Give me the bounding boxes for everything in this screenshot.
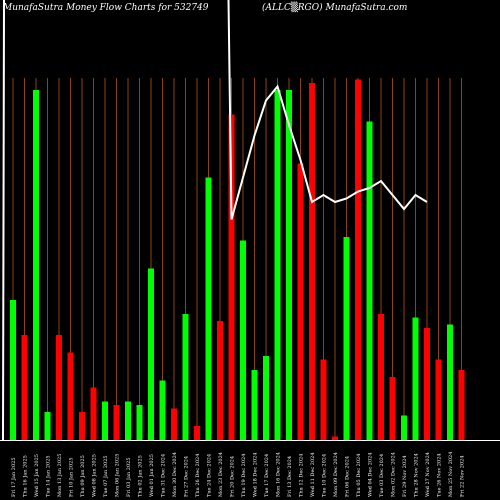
x-tick-labels: Fri 17 Jan 2025 Thu 16 Jan 2025 Wed 15 Jan… <box>11 452 466 497</box>
line-segment-drop <box>227 0 233 220</box>
x-tick-label: Wed 11 Dec 2024 <box>310 452 316 497</box>
bar-up <box>240 240 246 440</box>
bar-down <box>378 314 384 440</box>
x-tick-label: Fri 20 Dec 2024 <box>230 456 236 497</box>
x-tick-label: Thu 12 Dec 2024 <box>299 454 305 497</box>
bar-up <box>274 90 281 440</box>
bar-down <box>56 335 62 440</box>
x-tick-label: Wed 01 Jan 2025 <box>149 454 155 497</box>
x-tick-label: Fri 03 Jan 2025 <box>126 457 132 497</box>
bar-down <box>424 328 430 440</box>
bar-up <box>10 300 16 440</box>
x-tick-label: Thu 16 Jan 2025 <box>23 455 29 497</box>
x-tick-label: Fri 27 Dec 2024 <box>184 456 190 497</box>
chart-title: MunafaSutra Money Flow Charts for 532749 <box>2 3 209 13</box>
bar-down <box>309 83 315 440</box>
x-tick-label: Mon 06 Jan 2025 <box>115 454 121 497</box>
bar-down <box>389 377 396 440</box>
bar-up <box>263 356 269 440</box>
bar-down <box>217 321 223 440</box>
bar-down <box>355 79 361 440</box>
x-tick-label: Tue 24 Dec 2024 <box>207 454 213 497</box>
bar-down <box>194 426 200 440</box>
x-tick-label: Tue 10 Dec 2024 <box>322 454 328 497</box>
bar-up <box>412 317 419 440</box>
x-tick-label: Fri 17 Jan 2025 <box>11 457 17 497</box>
x-tick-label: Mon 30 Dec 2024 <box>172 452 178 497</box>
x-tick-label: Thu 02 Jan 2025 <box>138 455 144 497</box>
bar-down <box>458 370 465 440</box>
bar-up <box>44 412 51 440</box>
x-tick-label: Fri 13 Dec 2024 <box>287 456 293 497</box>
bar-down <box>435 359 442 440</box>
x-tick-label: Wed 18 Dec 2024 <box>253 452 259 497</box>
line-segment-left <box>2 0 5 441</box>
x-tick-label: Fri 29 Nov 2024 <box>402 455 408 497</box>
x-tick-label: Thu 09 Jan 2025 <box>80 455 86 497</box>
x-tick-label: Fri 22 Nov 2024 <box>460 455 466 497</box>
x-tick-label: Mon 25 Nov 2024 <box>448 452 454 497</box>
x-tick-label: Wed 27 Nov 2024 <box>425 452 431 497</box>
line-group <box>2 0 428 441</box>
x-tick-label: Thu 05 Dec 2024 <box>356 454 362 497</box>
bar-up <box>251 370 258 440</box>
bar-down <box>90 387 97 440</box>
bar-down <box>228 114 235 440</box>
x-tick-label: Mon 13 Jan 2025 <box>57 454 63 497</box>
x-tick-label: Mon 16 Dec 2024 <box>276 452 282 497</box>
bar-up <box>286 90 292 440</box>
bar-up <box>205 177 212 440</box>
bar-down <box>332 436 338 440</box>
bar-up <box>447 324 453 440</box>
x-tick-label: Wed 04 Dec 2024 <box>368 452 374 497</box>
x-tick-label: Wed 08 Jan 2025 <box>92 454 98 497</box>
x-tick-label: Fri 10 Jan 2025 <box>69 457 75 497</box>
x-tick-label: Mon 09 Dec 2024 <box>333 452 339 497</box>
bar-up <box>136 405 143 440</box>
chart-title-right: (ALLC▒RGO) MunafaSutra.com <box>262 1 407 13</box>
x-tick-label: Thu 19 Dec 2024 <box>241 454 247 497</box>
bar-up <box>366 121 373 440</box>
bars-group <box>10 79 465 440</box>
x-tick-label: Wed 15 Jan 2025 <box>34 454 40 497</box>
bar-down <box>79 412 85 440</box>
bar-down <box>113 405 120 440</box>
bar-up <box>102 401 108 440</box>
x-tick-label: Fri 06 Dec 2024 <box>345 456 351 497</box>
x-tick-label: Tue 14 Jan 2025 <box>46 455 52 497</box>
bar-down <box>297 163 304 440</box>
bar-up <box>159 380 166 440</box>
x-tick-label: Mon 02 Dec 2024 <box>391 452 397 497</box>
bar-down <box>171 408 177 440</box>
bar-down <box>320 359 327 440</box>
x-tick-label: Tue 07 Jan 2025 <box>103 455 109 497</box>
bar-up <box>33 90 39 440</box>
bar-down <box>21 335 28 440</box>
x-tick-label: Tue 26 Nov 2024 <box>437 453 443 497</box>
bar-down <box>67 352 74 440</box>
bar-up <box>125 401 131 440</box>
bar-up <box>343 237 350 440</box>
x-tick-label: Mon 23 Dec 2024 <box>218 452 224 497</box>
x-tick-label: Tue 03 Dec 2024 <box>379 454 385 497</box>
money-flow-line <box>230 84 428 220</box>
bar-up <box>401 415 407 440</box>
bar-up <box>182 314 189 440</box>
x-tick-label: Thu 26 Dec 2024 <box>195 454 201 497</box>
x-tick-label: Tue 31 Dec 2024 <box>161 454 167 497</box>
bar-up <box>148 268 154 440</box>
x-tick-label: Thu 28 Nov 2024 <box>414 453 420 497</box>
x-tick-label: Tue 17 Dec 2024 <box>264 454 270 497</box>
